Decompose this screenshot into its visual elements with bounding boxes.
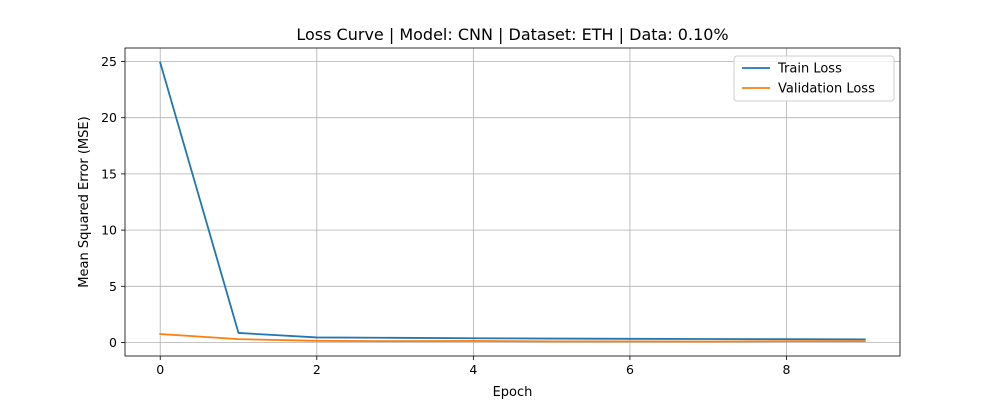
legend-label-validation-loss: Validation Loss: [778, 82, 875, 97]
series-layer: [159, 61, 866, 343]
y-tick-label: 0: [109, 335, 117, 350]
legend: Train Loss Validation Loss: [733, 55, 895, 102]
x-axis-label: Epoch: [493, 385, 533, 400]
chart-title: Loss Curve | Model: CNN | Dataset: ETH |…: [296, 25, 728, 44]
tick-layer: 0 2 4 6 8 0 5 10 15 20 25: [101, 54, 790, 377]
series-line-validation-loss: [159, 333, 866, 343]
plot-frame: [124, 47, 901, 357]
x-tick-label: 4: [469, 362, 477, 377]
y-tick-label: 5: [109, 279, 117, 294]
x-tick-label: 6: [626, 362, 634, 377]
x-tick-label: 0: [156, 362, 164, 377]
y-tick-label: 20: [101, 110, 117, 125]
series-line-train-loss: [159, 61, 866, 341]
y-tick-label: 10: [101, 223, 117, 238]
y-tick-label: 25: [101, 54, 117, 69]
y-axis-label: Mean Squared Error (MSE): [77, 116, 92, 287]
legend-label-train-loss: Train Loss: [777, 62, 842, 77]
x-tick-label: 8: [783, 362, 791, 377]
x-tick-label: 2: [313, 362, 321, 377]
y-tick-label: 15: [101, 166, 117, 181]
legend-box: [733, 55, 895, 102]
